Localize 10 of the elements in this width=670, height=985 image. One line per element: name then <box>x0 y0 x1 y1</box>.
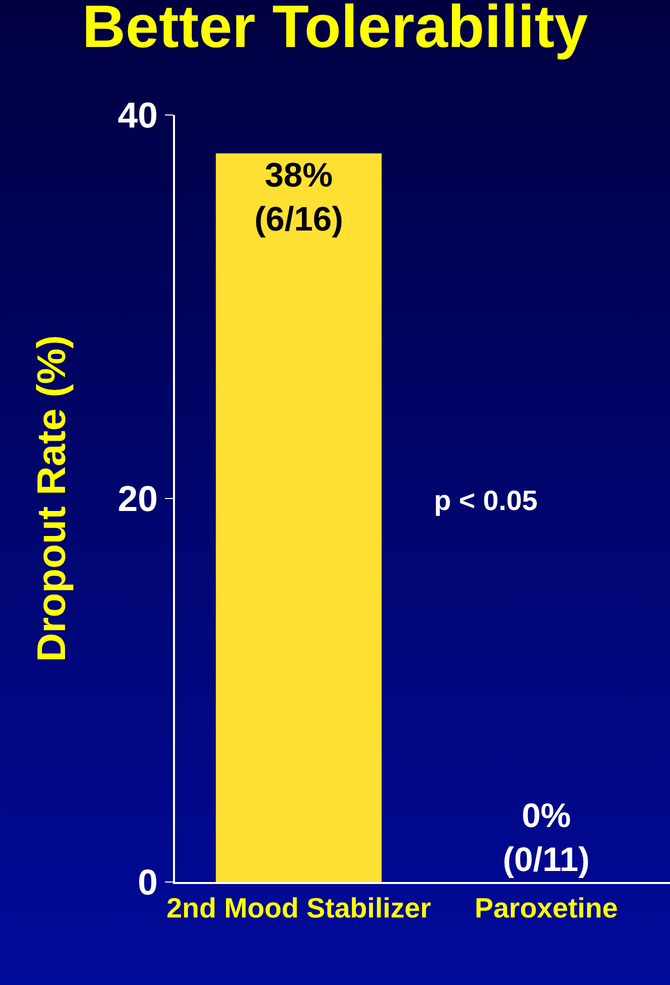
data-label: 38% (6/16) <box>254 156 344 239</box>
annotation: p < 0.05 <box>434 485 538 516</box>
data-label: 0% (0/11) <box>502 796 590 879</box>
y-axis-title: Dropout Rate (%) <box>30 335 74 662</box>
y-tick-label: 20 <box>118 478 158 520</box>
chart-title: Better Tolerability <box>82 0 588 60</box>
y-tick-label: 40 <box>118 94 158 136</box>
x-tick-label: Paroxetine <box>474 892 618 924</box>
y-tick-label: 0 <box>138 862 158 903</box>
x-tick-label: 2nd Mood Stabilizer <box>166 892 432 924</box>
